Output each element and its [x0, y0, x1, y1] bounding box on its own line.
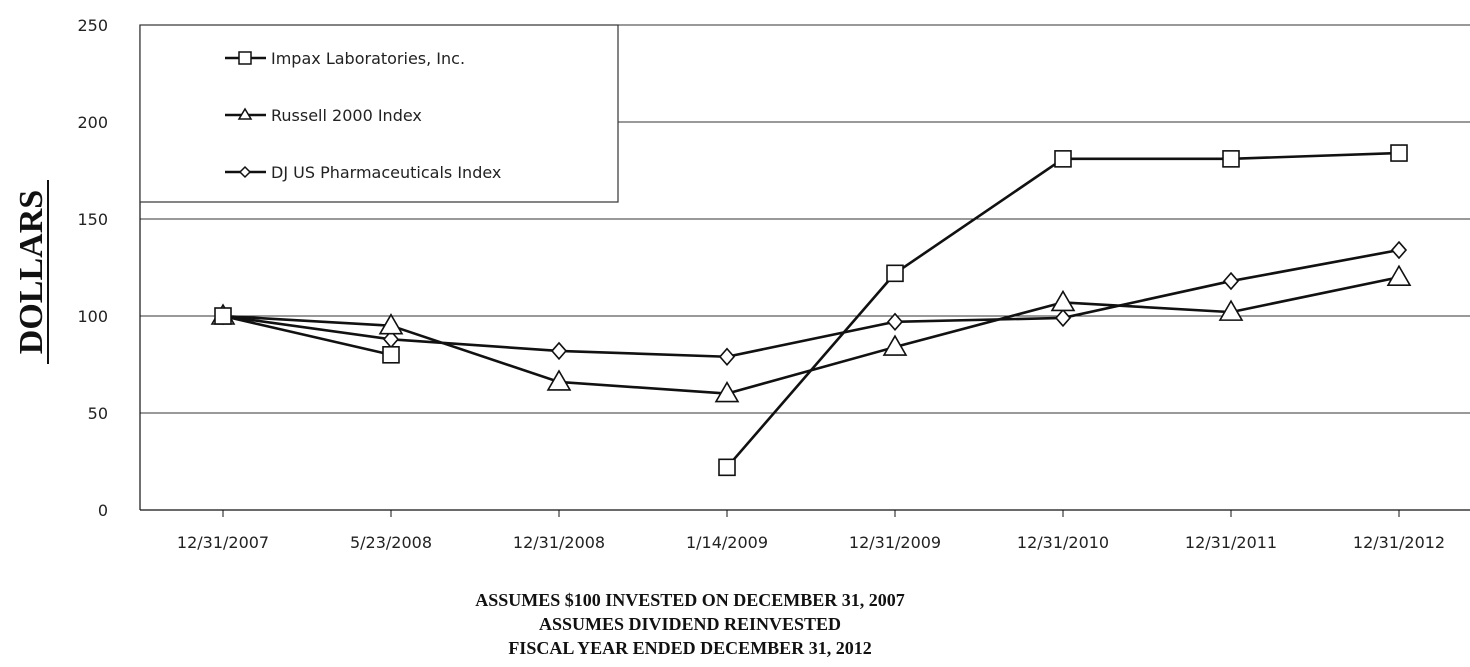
legend-entry-dj-us-pharmaceuticals-index: DJ US Pharmaceuticals Index: [225, 163, 501, 182]
point-dj-us-pharmaceuticals-index-2: [550, 341, 568, 361]
point-impax-laboratories-inc-3: [718, 458, 736, 477]
point-dj-us-pharmaceuticals-index-7: [1390, 240, 1408, 260]
legend: Impax Laboratories, Inc. Russell 2000 Ind…: [139, 24, 619, 203]
legend-entry-russell-2000-index: Russell 2000 Index: [225, 106, 422, 125]
point-dj-us-pharmaceuticals-index-5: [1054, 308, 1072, 328]
x-tick-2: 12/31/2008: [513, 533, 605, 552]
point-dj-us-pharmaceuticals-index-6: [1222, 271, 1240, 291]
note-investment: ASSUMES $100 INVESTED ON DECEMBER 31, 20…: [475, 590, 905, 610]
series-line-dj-us-pharmaceuticals-index-0: [222, 248, 1400, 359]
series-line-russell-2000-index-0: [222, 275, 1400, 395]
point-impax-laboratories-inc-0: [214, 307, 232, 325]
series-russell-2000-index: [222, 275, 1400, 395]
y-tick-200: 200: [77, 113, 108, 132]
y-tick-labels: 0 50 100 150 200 250: [77, 16, 108, 520]
x-tick-3: 1/14/2009: [686, 533, 768, 552]
y-tick-100: 100: [77, 307, 108, 326]
legend-label-impax-laboratories-inc: Impax Laboratories, Inc.: [271, 49, 465, 68]
series-lines: [210, 144, 1412, 477]
x-tick-6: 12/31/2011: [1185, 533, 1277, 552]
x-tick-7: 12/31/2012: [1353, 533, 1445, 552]
point-russell-2000-index-7: [1386, 264, 1412, 287]
markers-impax-laboratories-inc: [214, 144, 1408, 477]
y-tick-150: 150: [77, 210, 108, 229]
y-tick-0: 0: [98, 501, 108, 520]
y-axis-label: DOLLARS: [13, 190, 50, 354]
note-dividend: ASSUMES DIVIDEND REINVESTED: [538, 614, 842, 634]
point-russell-2000-index-2: [546, 369, 572, 391]
legend-label-russell-2000-index: Russell 2000 Index: [271, 106, 422, 125]
x-tick-5: 12/31/2010: [1017, 533, 1109, 552]
series-line-impax-laboratories-inc-0: [222, 314, 392, 357]
point-impax-laboratories-inc-4: [886, 264, 904, 283]
point-russell-2000-index-5: [1050, 289, 1076, 312]
note-fiscal-year: FISCAL YEAR ENDED DECEMBER 31, 2012: [508, 638, 872, 658]
legend-label-dj-us-pharmaceuticals-index: DJ US Pharmaceuticals Index: [271, 163, 501, 182]
legend-entry-impax-laboratories-inc: Impax Laboratories, Inc.: [225, 49, 465, 68]
point-impax-laboratories-inc-5: [1054, 150, 1072, 168]
point-impax-laboratories-inc-6: [1222, 150, 1240, 168]
point-russell-2000-index-3: [714, 381, 740, 403]
point-russell-2000-index-6: [1218, 299, 1244, 321]
x-tick-4: 12/31/2009: [849, 533, 941, 552]
point-dj-us-pharmaceuticals-index-4: [886, 312, 904, 332]
legend-marker-square: [238, 51, 252, 65]
legend-marker-diamond: [238, 165, 252, 179]
markers-dj-us-pharmaceuticals-index: [214, 240, 1408, 366]
x-tick-labels: 12/31/2007 5/23/2008 12/31/2008 1/14/2009 12…: [177, 533, 1445, 552]
chart-notes: ASSUMES $100 INVESTED ON DECEMBER 31, 20…: [340, 588, 1040, 660]
point-dj-us-pharmaceuticals-index-3: [718, 347, 736, 366]
point-impax-laboratories-inc-7: [1390, 144, 1408, 162]
legend-box: [139, 24, 619, 203]
legend-marker-triangle: [237, 107, 253, 120]
point-russell-2000-index-4: [882, 334, 908, 356]
series-dj-us-pharmaceuticals-index: [222, 248, 1400, 359]
point-impax-laboratories-inc-1: [382, 345, 400, 364]
x-tick-0: 12/31/2007: [177, 533, 269, 552]
x-tick-1: 5/23/2008: [350, 533, 432, 552]
point-russell-2000-index-1: [378, 313, 404, 335]
y-tick-250: 250: [77, 16, 108, 35]
y-tick-50: 50: [88, 404, 108, 423]
